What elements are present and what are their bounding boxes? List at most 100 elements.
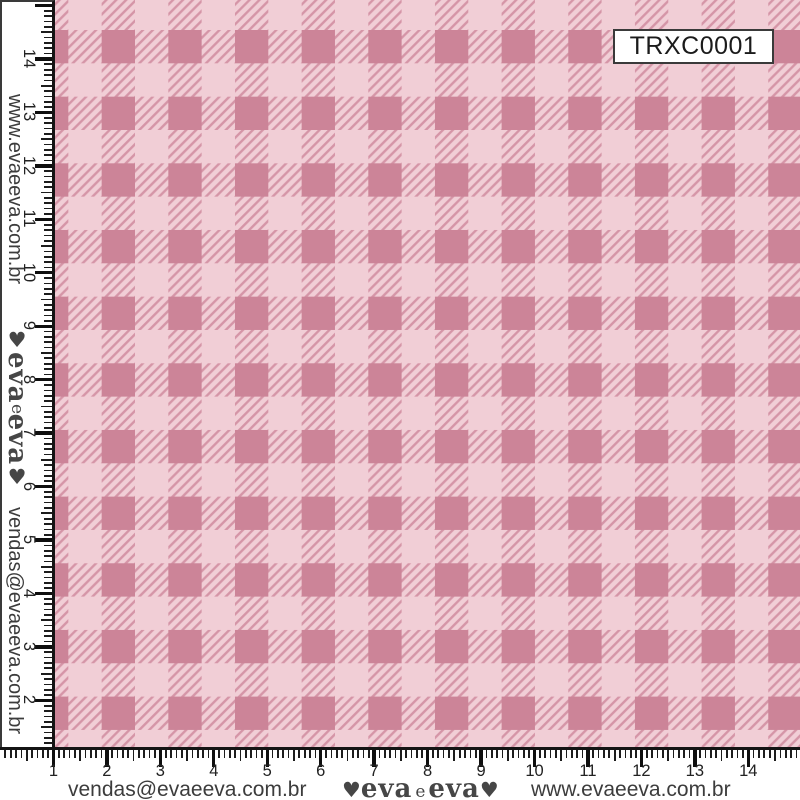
- ruler-tick-minor: [90, 750, 92, 758]
- ruler-tick-minor: [555, 750, 557, 758]
- ruler-tick-major: [425, 750, 430, 767]
- ruler-tick-minor: [202, 750, 204, 758]
- fabric-pattern-fill: [55, 0, 800, 747]
- ruler-tick-minor: [458, 750, 461, 758]
- ruler-number: 5: [20, 534, 38, 546]
- ruler-tick-major: [586, 750, 590, 767]
- ruler-tick-minor: [180, 750, 183, 758]
- ruler-tick-minor: [250, 750, 253, 758]
- ruler-tick-minor: [44, 239, 52, 242]
- ruler-tick-minor: [549, 750, 552, 758]
- ruler-tick-minor: [44, 416, 52, 418]
- ruler-number: 14: [739, 762, 758, 780]
- ruler-left-email-text: vendas@evaeeva.com.br: [4, 507, 26, 735]
- ruler-tick-minor: [31, 750, 33, 758]
- ruler-tick-minor: [432, 750, 434, 758]
- ruler-tick-minor: [79, 750, 81, 761]
- ruler-tick-major: [35, 3, 52, 8]
- ruler-tick-minor: [41, 298, 52, 301]
- fabric-code-label: TRXC0001: [613, 29, 774, 64]
- ruler-tick-minor: [44, 74, 52, 76]
- ruler-tick-minor: [57, 750, 60, 758]
- ruler-tick-minor: [41, 512, 52, 515]
- ruler-tick-minor: [469, 750, 472, 758]
- ruler-tick-minor: [175, 750, 178, 758]
- ruler-number: 9: [476, 762, 486, 780]
- ruler-tick-minor: [68, 750, 71, 758]
- ruler-tick-minor: [15, 750, 17, 758]
- ruler-tick-minor: [314, 750, 317, 758]
- ruler-tick-minor: [44, 464, 52, 467]
- ruler-tick-major: [479, 750, 483, 767]
- ruler-tick-minor: [44, 720, 52, 723]
- ruler-number: 7: [20, 428, 38, 439]
- ruler-tick-minor: [752, 750, 755, 758]
- ruler-tick-minor: [44, 197, 52, 199]
- ruler-tick-minor: [571, 750, 573, 758]
- ruler-tick-minor: [779, 750, 782, 758]
- ruler-tick-minor: [448, 750, 450, 758]
- ruler-tick-minor: [576, 750, 579, 758]
- heart-icon: ♥: [479, 778, 499, 800]
- ruler-tick-minor: [421, 750, 424, 758]
- ruler-tick-minor: [293, 750, 295, 761]
- ruler-tick-minor: [41, 405, 52, 408]
- ruler-tick-minor: [41, 191, 52, 194]
- ruler-tick-minor: [44, 207, 52, 210]
- ruler-tick-minor: [44, 384, 52, 386]
- ruler-tick-major: [51, 750, 56, 767]
- ruler-number: 11: [20, 209, 38, 229]
- ruler-tick-minor: [603, 750, 605, 758]
- ruler-tick-major: [746, 750, 750, 767]
- ruler-tick-minor: [44, 181, 52, 183]
- ruler-tick-minor: [44, 442, 52, 445]
- heart-icon: ♥: [5, 465, 29, 490]
- ruler-tick-minor: [688, 750, 691, 758]
- ruler-tick-minor: [651, 750, 653, 758]
- ruler-tick-minor: [720, 750, 723, 761]
- ruler-tick-major: [693, 750, 697, 767]
- ruler-tick-minor: [44, 410, 52, 413]
- ruler-tick-minor: [132, 750, 135, 761]
- ruler-tick-minor: [44, 736, 52, 739]
- ruler-number: 13: [685, 762, 705, 780]
- ruler-tick-minor: [44, 266, 52, 269]
- ruler-tick-minor: [763, 750, 766, 758]
- ruler-tick-minor: [667, 750, 669, 761]
- ruler-tick-minor: [20, 750, 23, 758]
- ruler-tick-minor: [731, 750, 734, 758]
- ruler-tick-minor: [44, 400, 52, 402]
- ruler-tick-minor: [44, 90, 52, 92]
- ruler-tick-minor: [44, 68, 52, 71]
- ruler-tick-minor: [138, 750, 140, 758]
- ruler-tick-minor: [44, 362, 52, 365]
- ruler-number: 3: [155, 762, 165, 780]
- ruler-tick-major: [35, 698, 52, 703]
- ruler-tick-minor: [758, 750, 760, 758]
- ruler-tick-minor: [44, 581, 52, 584]
- ruler-tick-minor: [255, 750, 258, 758]
- ruler-tick-minor: [506, 750, 509, 761]
- ruler-bottom: 1 2 3 4 5 6 7 8 9 10 11 12 13 14 vendas@evaeeva.com.b…: [0, 747, 800, 800]
- ruler-tick-minor: [661, 750, 664, 758]
- ruler-tick-minor: [410, 750, 413, 758]
- ruler-tick-minor: [44, 576, 52, 579]
- ruler-tick-minor: [41, 138, 52, 140]
- ruler-tick-minor: [768, 750, 771, 758]
- ruler-tick-minor: [44, 95, 52, 98]
- ruler-tick-minor: [44, 448, 52, 451]
- ruler-tick-minor: [367, 750, 370, 758]
- ruler-tick-minor: [44, 63, 52, 66]
- ruler-tick-minor: [645, 750, 648, 758]
- ruler-tick-minor: [44, 688, 52, 691]
- ruler-tick-major: [532, 750, 537, 767]
- ruler-tick-minor: [517, 750, 520, 758]
- ruler-tick-minor: [325, 750, 327, 758]
- ruler-tick-minor: [111, 750, 114, 758]
- ruler-number: 2: [102, 762, 112, 780]
- ruler-tick-minor: [44, 116, 52, 119]
- ruler-tick-minor: [44, 127, 52, 130]
- ruler-tick-minor: [405, 750, 408, 758]
- ruler-tick-minor: [442, 750, 445, 758]
